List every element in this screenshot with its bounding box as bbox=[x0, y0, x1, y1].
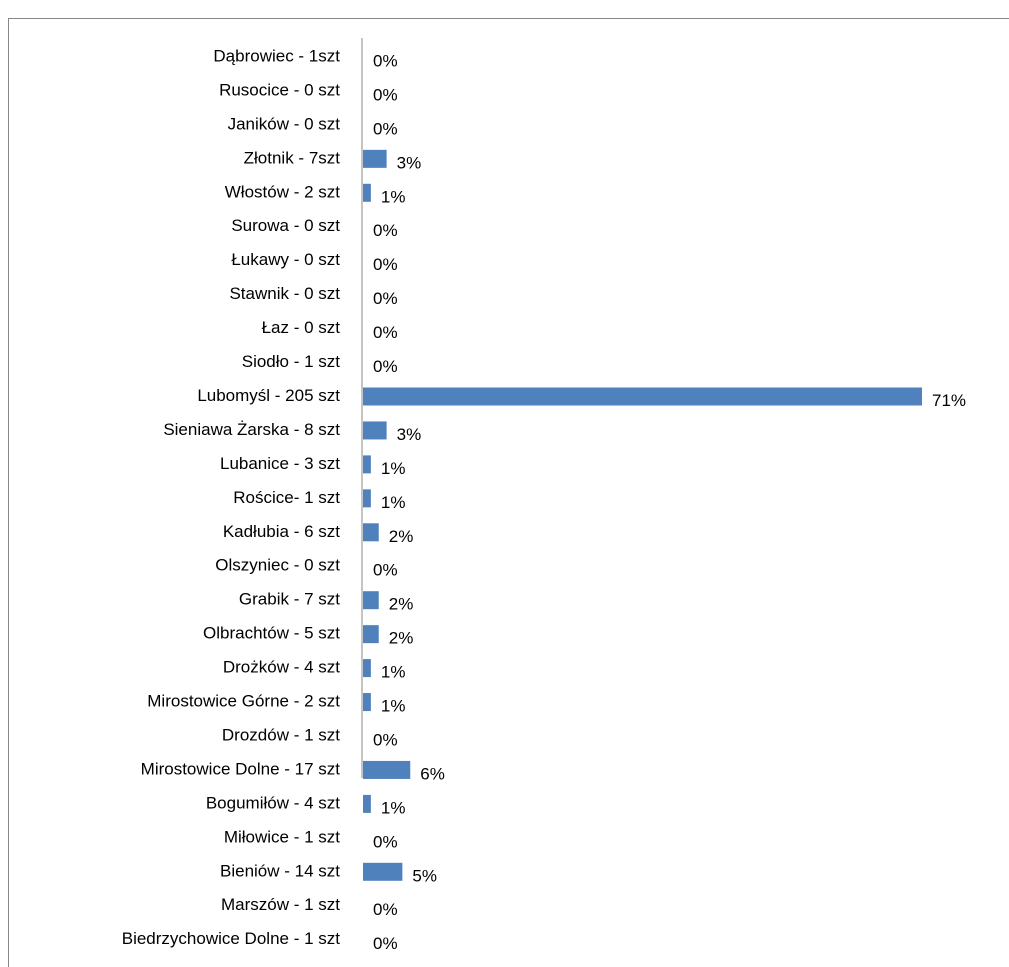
data-label: 0% bbox=[373, 934, 398, 953]
category-label: Surowa - 0 szt bbox=[231, 216, 340, 235]
bar bbox=[363, 387, 922, 406]
category-label: Olbrachtów - 5 szt bbox=[203, 624, 340, 643]
data-label: 2% bbox=[389, 527, 414, 546]
bar bbox=[363, 794, 371, 813]
category-label: Marszów - 1 szt bbox=[221, 895, 340, 914]
category-label: Siodło - 1 szt bbox=[242, 352, 341, 371]
category-label: Złotnik - 7szt bbox=[244, 148, 341, 167]
category-label: Drożków - 4 szt bbox=[223, 658, 340, 677]
category-label: Janików - 0 szt bbox=[228, 114, 341, 133]
bar bbox=[363, 625, 379, 644]
data-label: 2% bbox=[389, 595, 414, 614]
data-label: 1% bbox=[381, 697, 406, 716]
category-label: Bieniów - 14 szt bbox=[220, 861, 340, 880]
category-label: Mirostowice Górne - 2 szt bbox=[147, 692, 340, 711]
chart-frame bbox=[8, 18, 1009, 967]
category-label: Drozdów - 1 szt bbox=[222, 725, 340, 744]
category-label: Kadłubia - 6 szt bbox=[223, 522, 340, 541]
category-label: Stawnik - 0 szt bbox=[229, 284, 340, 303]
data-label: 0% bbox=[373, 289, 398, 308]
bar bbox=[363, 760, 411, 779]
data-label: 1% bbox=[381, 187, 406, 206]
data-label: 3% bbox=[397, 425, 422, 444]
data-label: 0% bbox=[373, 357, 398, 376]
data-label: 0% bbox=[373, 561, 398, 580]
category-label: Łukawy - 0 szt bbox=[231, 250, 340, 269]
category-label: Sieniawa Żarska - 8 szt bbox=[163, 420, 340, 439]
data-label: 71% bbox=[932, 391, 966, 410]
bar bbox=[363, 455, 371, 474]
data-label: 0% bbox=[373, 255, 398, 274]
data-label: 1% bbox=[381, 798, 406, 817]
category-label: Rościce- 1 szt bbox=[233, 488, 340, 507]
data-label: 0% bbox=[373, 119, 398, 138]
bar bbox=[363, 591, 379, 610]
data-label: 0% bbox=[373, 51, 398, 70]
data-label: 0% bbox=[373, 730, 398, 749]
category-label: Biedrzychowice Dolne - 1 szt bbox=[122, 929, 341, 948]
bar bbox=[363, 149, 387, 168]
bar bbox=[363, 183, 371, 202]
bar bbox=[363, 862, 403, 881]
category-label: Włostów - 2 szt bbox=[225, 182, 341, 201]
category-label: Miłowice - 1 szt bbox=[224, 827, 340, 846]
category-label: Łaz - 0 szt bbox=[262, 318, 341, 337]
category-label: Lubanice - 3 szt bbox=[220, 454, 340, 473]
category-label: Grabik - 7 szt bbox=[239, 590, 340, 609]
bar bbox=[363, 693, 371, 712]
data-label: 1% bbox=[381, 493, 406, 512]
data-label: 1% bbox=[381, 459, 406, 478]
category-label: Olszyniec - 0 szt bbox=[215, 556, 340, 575]
data-label: 5% bbox=[412, 866, 437, 885]
data-label: 0% bbox=[373, 85, 398, 104]
data-label: 2% bbox=[389, 629, 414, 648]
data-label: 0% bbox=[373, 323, 398, 342]
bar bbox=[363, 659, 371, 678]
data-label: 0% bbox=[373, 832, 398, 851]
bar bbox=[363, 421, 387, 440]
data-label: 1% bbox=[381, 663, 406, 682]
data-label: 3% bbox=[397, 153, 422, 172]
category-label: Lubomyśl - 205 szt bbox=[197, 386, 340, 405]
data-label: 6% bbox=[420, 764, 445, 783]
bar bbox=[363, 489, 371, 508]
data-label: 0% bbox=[373, 900, 398, 919]
data-label: 0% bbox=[373, 221, 398, 240]
category-label: Bogumiłów - 4 szt bbox=[206, 793, 340, 812]
category-label: Dąbrowiec - 1szt bbox=[213, 46, 340, 65]
category-label: Rusocice - 0 szt bbox=[219, 80, 340, 99]
bar bbox=[363, 523, 379, 542]
category-label: Mirostowice Dolne - 17 szt bbox=[141, 759, 341, 778]
